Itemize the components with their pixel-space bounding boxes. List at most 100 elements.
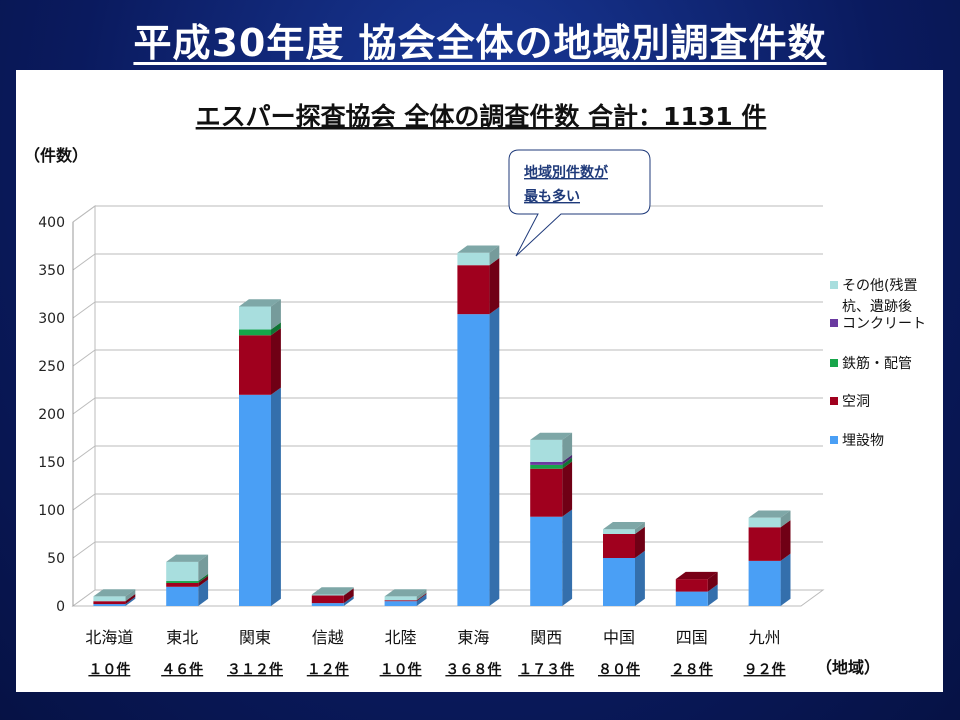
bar-side (343, 588, 354, 604)
axis-layer: 0 50 100 150 200 250 300 350 400 北海道 １０件 東北 ４６件 関東 ３１２… (38, 215, 785, 678)
bar-top (675, 571, 718, 580)
grid-layer (71, 205, 825, 607)
bar-segment (457, 245, 500, 266)
legend-label-line2: 杭、遺跡後 (842, 299, 912, 315)
bar-side (198, 573, 209, 583)
bar-side (489, 306, 500, 606)
bar-front (457, 314, 490, 606)
bar-segment (311, 588, 354, 604)
bar-segment (530, 457, 573, 469)
bar-front (603, 558, 635, 606)
bar-segment (166, 573, 209, 583)
total-label: １２件 (307, 661, 349, 678)
bar-segment (675, 571, 718, 592)
bar-top (166, 554, 209, 562)
bar-segment (530, 461, 573, 517)
legend-label: 埋設物 (842, 433, 884, 449)
bar-side (271, 328, 281, 395)
bar-front (530, 468, 563, 517)
legend-item: その他(残置杭、遺跡後 (830, 278, 917, 315)
bar-segment (239, 387, 281, 606)
bar-segment (239, 328, 281, 395)
bar-front (239, 306, 271, 330)
bar-side (416, 589, 427, 601)
x-tick-label: 東北 (166, 628, 198, 647)
total-label: ４６件 (161, 661, 203, 678)
bar-front (530, 439, 563, 462)
bar-side (780, 520, 791, 561)
bar-side (343, 587, 354, 596)
bar-segment (603, 550, 645, 606)
bar-front (239, 335, 271, 395)
bar-side (707, 584, 718, 606)
bar-segment (93, 594, 136, 605)
bar-segment (311, 595, 354, 606)
bar-front (166, 582, 199, 587)
x-tick-label: 北海道 (85, 628, 133, 647)
bar-front (748, 560, 781, 606)
gridline-diag (72, 349, 96, 367)
bar-segment (530, 432, 573, 462)
gridline-diag (72, 493, 96, 511)
legend-label: 空洞 (842, 394, 870, 410)
bar-side (198, 579, 209, 606)
bar-side (125, 589, 136, 602)
bar-front (384, 601, 417, 606)
legend-item: 埋設物 (830, 433, 884, 449)
bar-side (416, 594, 427, 606)
bar-side (198, 575, 209, 587)
bar-side (271, 299, 281, 330)
x-axis-label: （地域） (816, 658, 880, 677)
x-tick-label: 信越 (312, 628, 344, 647)
bar-segment (748, 553, 791, 606)
total-label: ９２件 (744, 661, 786, 678)
total-label: １７３件 (518, 661, 574, 678)
bar-side (416, 593, 427, 602)
bar-segment (384, 594, 427, 606)
bar-side (562, 432, 573, 462)
gridline-diag (72, 205, 96, 223)
bar-side (198, 554, 209, 582)
y-tick-label: 200 (38, 407, 65, 423)
bar-side (562, 454, 573, 465)
bar-side (489, 245, 500, 266)
legend-swatch (830, 359, 838, 367)
legend-label: 鉄筋・配管 (842, 355, 912, 372)
slide-title: 平成30年度 協会全体の地域別調査件数 (133, 21, 827, 65)
bar-segment (311, 587, 354, 596)
y-tick-label: 300 (38, 311, 65, 327)
bar-segment (93, 589, 136, 602)
y-tick-label: 100 (38, 503, 65, 519)
bar-segment (603, 526, 645, 558)
bar-segment (93, 596, 136, 606)
total-label: １０件 (380, 661, 422, 678)
legend-swatch (830, 436, 838, 444)
legend-label: コンクリート (842, 316, 926, 332)
bar-segment (530, 509, 573, 606)
gridline-diag (72, 541, 96, 559)
legend-item: 鉄筋・配管 (830, 355, 912, 372)
bar-front (311, 595, 344, 604)
bar-segment (530, 454, 573, 465)
bar-side (562, 461, 573, 517)
bar-front (166, 581, 199, 583)
gridline-diag (72, 397, 96, 415)
bar-segment (457, 258, 500, 315)
bar-side (489, 258, 500, 315)
bars-layer (93, 245, 791, 606)
y-tick-label: 250 (38, 359, 65, 375)
bar-top (603, 522, 645, 530)
bar-segment (166, 575, 209, 587)
bar-front (239, 394, 271, 606)
legend-item: 空洞 (830, 394, 870, 410)
gridline-diag (72, 445, 96, 463)
bar-segment (603, 522, 645, 534)
bar-top (457, 245, 500, 253)
bar-front (748, 527, 781, 561)
bar-front (530, 464, 563, 469)
bar-side (780, 553, 791, 606)
total-label: ８０件 (598, 661, 640, 678)
bar-front (675, 579, 708, 592)
x-tick-label: 関東 (239, 628, 271, 647)
bar-front (457, 265, 490, 315)
